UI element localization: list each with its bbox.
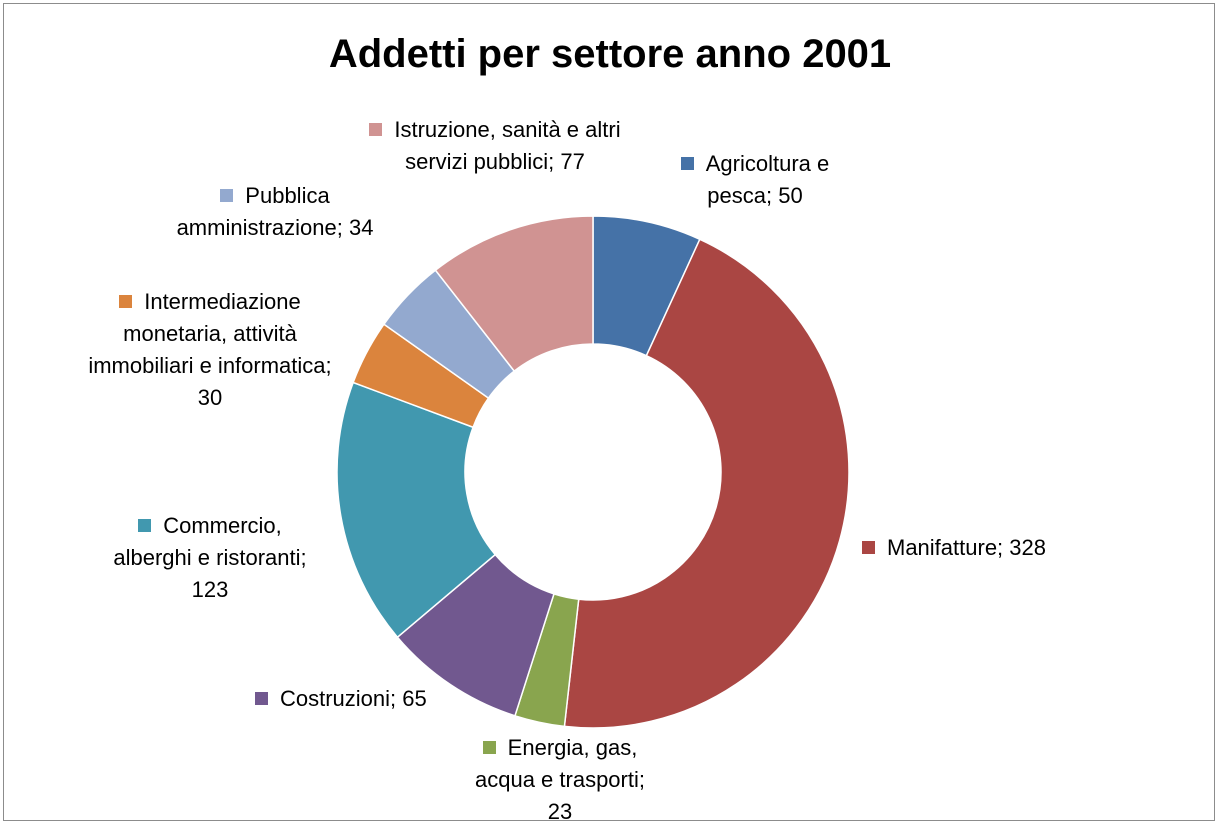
legend-swatch [369, 123, 383, 136]
chart-frame [3, 3, 1215, 821]
slice-label-intermediazione: Intermediazione monetaria, attività immo… [88, 289, 332, 410]
chart-title: Addetti per settore anno 2001 [328, 32, 892, 76]
legend-swatch [255, 692, 268, 705]
slice-label-costruzioni: Costruzioni; 65 [255, 683, 475, 715]
legend-swatch [862, 541, 875, 554]
legend-swatch [482, 741, 496, 754]
slice-label-commercio: Commercio, alberghi e ristoranti; 123 [113, 513, 307, 602]
legend-swatch [138, 519, 152, 532]
legend-swatch [220, 189, 234, 202]
donut-slice-4 [336, 381, 497, 639]
donut-slice-7 [434, 215, 594, 373]
donut-slice-1 [563, 238, 850, 729]
legend-swatch [680, 157, 694, 170]
slice-label-agricoltura: Agricoltura e pesca; 50 [655, 148, 855, 212]
slice-label-manifatture: Manifatture; 328 [862, 532, 1102, 564]
slice-label-istruzione: Istruzione, sanità e altri servizi pubbl… [355, 114, 635, 178]
slice-label-energia: Energia, gas, acqua e trasporti; 23 [475, 735, 645, 824]
legend-swatch [119, 295, 133, 308]
slice-label-pubblica: Pubblica amministrazione; 34 [176, 183, 374, 240]
